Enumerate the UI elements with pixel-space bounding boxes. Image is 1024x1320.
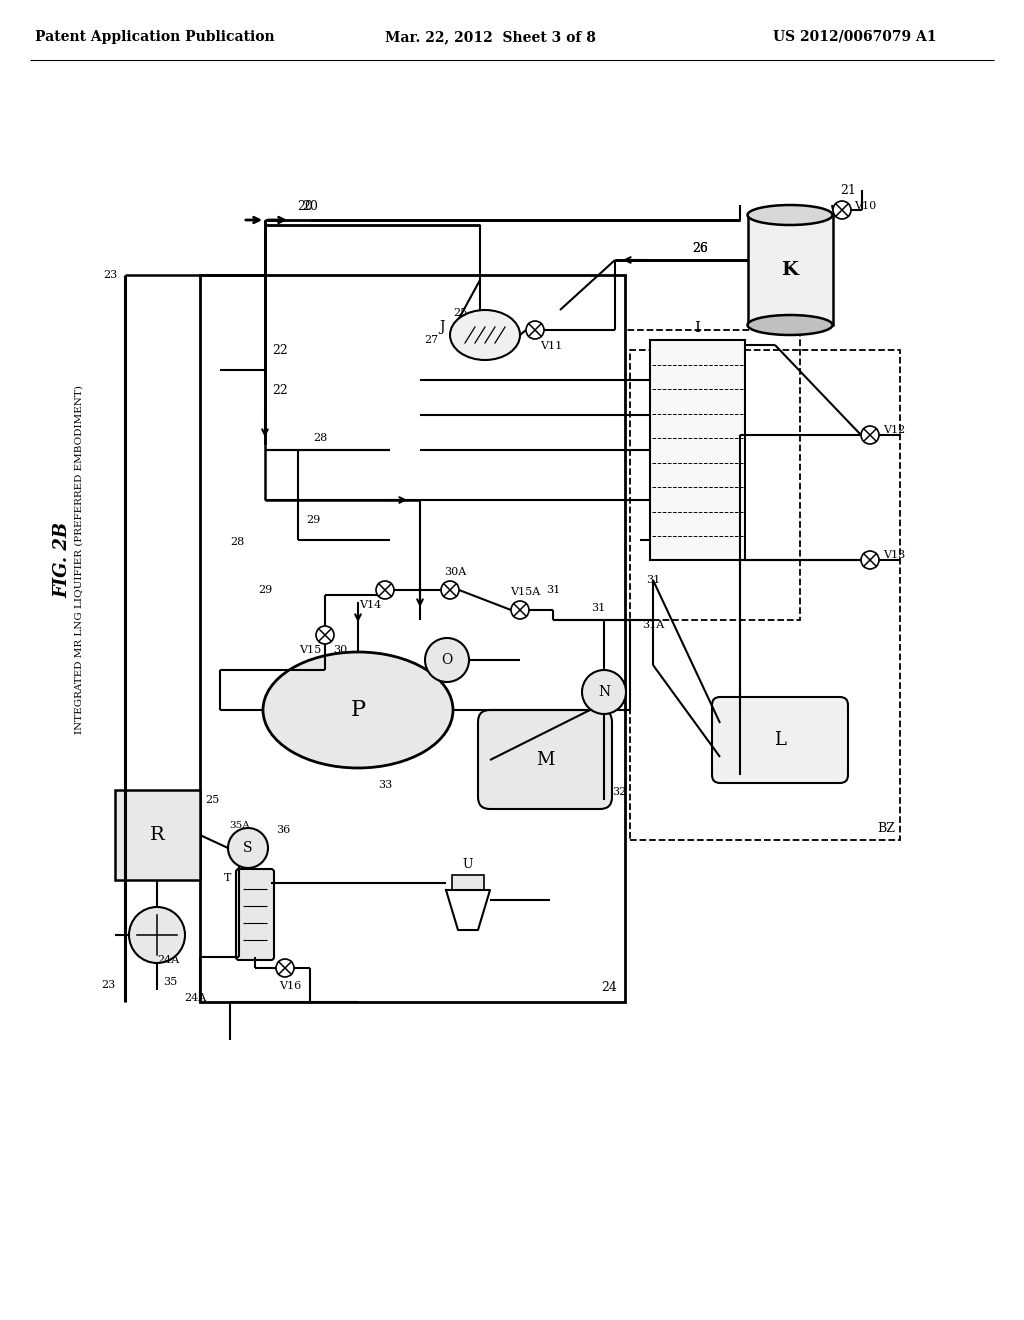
Text: V10: V10 xyxy=(854,201,877,211)
Text: 27: 27 xyxy=(424,335,438,345)
Text: 29: 29 xyxy=(306,515,321,525)
Text: 30A: 30A xyxy=(443,568,466,577)
FancyBboxPatch shape xyxy=(478,710,612,809)
Bar xyxy=(452,875,484,890)
Text: V16: V16 xyxy=(279,981,301,991)
Text: 28: 28 xyxy=(229,537,244,546)
Text: 28: 28 xyxy=(313,433,327,444)
Bar xyxy=(115,789,200,880)
Text: K: K xyxy=(781,261,799,279)
Text: L: L xyxy=(774,731,786,748)
Text: 26: 26 xyxy=(692,242,708,255)
Text: Patent Application Publication: Patent Application Publication xyxy=(35,30,274,44)
Text: Mar. 22, 2012  Sheet 3 of 8: Mar. 22, 2012 Sheet 3 of 8 xyxy=(385,30,595,44)
Text: V13: V13 xyxy=(883,550,905,560)
Text: 25: 25 xyxy=(205,795,219,805)
Text: 31: 31 xyxy=(646,576,660,585)
Ellipse shape xyxy=(748,315,833,335)
Text: 29: 29 xyxy=(258,585,272,595)
Text: 22: 22 xyxy=(272,384,288,396)
Text: 24: 24 xyxy=(601,981,617,994)
Circle shape xyxy=(861,426,879,444)
Text: BZ: BZ xyxy=(878,822,895,836)
Ellipse shape xyxy=(748,205,833,224)
Circle shape xyxy=(129,907,185,964)
Text: 24A: 24A xyxy=(184,993,206,1003)
Bar xyxy=(200,275,625,1002)
Text: 20: 20 xyxy=(297,201,313,214)
Text: 32: 32 xyxy=(612,787,627,797)
Text: 23: 23 xyxy=(103,271,118,280)
Text: O: O xyxy=(441,653,453,667)
Text: J: J xyxy=(439,319,445,334)
Text: V15A: V15A xyxy=(510,587,540,597)
Text: INTEGRATED MR LNG LIQUIFIER (PREFERRED EMBODIMENT): INTEGRATED MR LNG LIQUIFIER (PREFERRED E… xyxy=(75,385,84,734)
Bar xyxy=(385,330,800,620)
Text: V14: V14 xyxy=(358,601,381,610)
Text: 22: 22 xyxy=(272,343,288,356)
Circle shape xyxy=(228,828,268,869)
Text: P: P xyxy=(350,700,366,721)
Ellipse shape xyxy=(450,310,520,360)
Text: 35: 35 xyxy=(163,977,177,987)
Text: N: N xyxy=(598,685,610,700)
Text: 30: 30 xyxy=(333,645,347,655)
Text: V15: V15 xyxy=(299,645,322,655)
Circle shape xyxy=(425,638,469,682)
Ellipse shape xyxy=(263,652,453,768)
FancyBboxPatch shape xyxy=(712,697,848,783)
Circle shape xyxy=(582,671,626,714)
Text: M: M xyxy=(536,751,554,770)
FancyBboxPatch shape xyxy=(236,869,274,960)
Text: 20: 20 xyxy=(302,201,317,214)
Bar xyxy=(630,350,900,840)
Text: T: T xyxy=(223,873,231,883)
Circle shape xyxy=(276,960,294,977)
Circle shape xyxy=(526,321,544,339)
Bar xyxy=(748,215,833,325)
Text: R: R xyxy=(150,826,165,843)
Circle shape xyxy=(376,581,394,599)
Text: 25: 25 xyxy=(453,308,467,318)
Bar xyxy=(650,341,745,560)
Text: 35A: 35A xyxy=(229,821,251,830)
Text: 33: 33 xyxy=(378,780,392,789)
Circle shape xyxy=(441,581,459,599)
Circle shape xyxy=(833,201,851,219)
Text: I: I xyxy=(694,321,700,335)
Text: FIG. 2B: FIG. 2B xyxy=(53,521,71,598)
Text: V11: V11 xyxy=(540,341,562,351)
Text: 31A: 31A xyxy=(642,620,665,630)
Text: S: S xyxy=(244,841,253,855)
Text: 26: 26 xyxy=(692,242,708,255)
Circle shape xyxy=(511,601,529,619)
Text: V12: V12 xyxy=(883,425,905,436)
Text: US 2012/0067079 A1: US 2012/0067079 A1 xyxy=(773,30,937,44)
Circle shape xyxy=(316,626,334,644)
Text: 21: 21 xyxy=(840,183,856,197)
Circle shape xyxy=(861,550,879,569)
Text: U: U xyxy=(463,858,473,871)
Text: 36: 36 xyxy=(275,825,290,836)
Text: 23: 23 xyxy=(100,979,115,990)
Text: 31: 31 xyxy=(546,585,560,595)
Text: 31: 31 xyxy=(591,603,605,612)
Text: 24A: 24A xyxy=(157,954,179,965)
